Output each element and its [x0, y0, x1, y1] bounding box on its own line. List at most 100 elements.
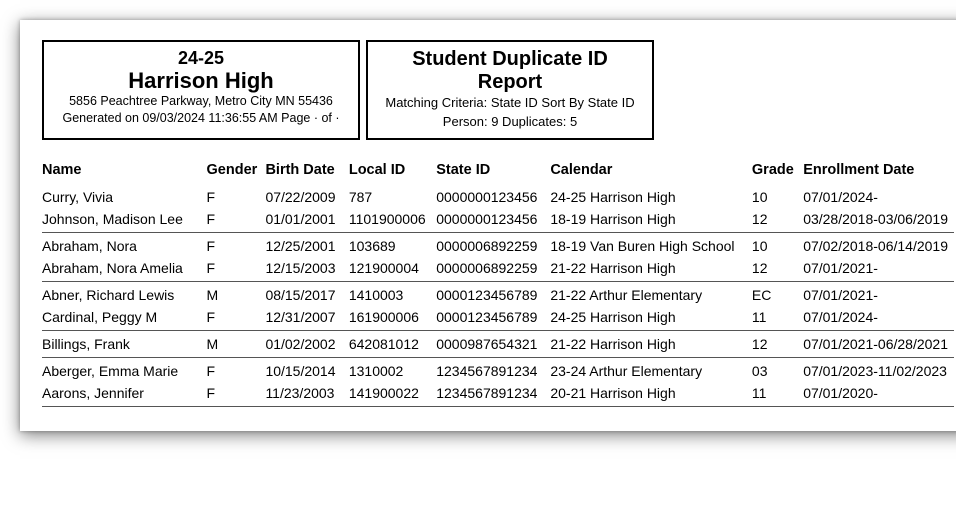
cell-gender: F	[207, 232, 266, 257]
cell-calendar: 21-22 Arthur Elementary	[550, 281, 752, 306]
cell-enroll: 07/01/2024-	[803, 306, 954, 331]
cell-birth: 01/01/2001	[265, 208, 348, 233]
table-row: Abraham, NoraF12/25/20011036890000006892…	[42, 232, 954, 257]
table-row: Abner, Richard LewisM08/15/2017141000300…	[42, 281, 954, 306]
header-report-box: Student Duplicate ID Report Matching Cri…	[366, 40, 654, 140]
cell-calendar: 24-25 Harrison High	[550, 184, 752, 208]
cell-enroll: 07/01/2020-	[803, 382, 954, 407]
col-calendar: Calendar	[550, 158, 752, 184]
cell-calendar: 20-21 Harrison High	[550, 382, 752, 407]
cell-name: Billings, Frank	[42, 330, 207, 357]
cell-local: 161900006	[349, 306, 436, 331]
table-row: Aarons, JenniferF11/23/20031419000221234…	[42, 382, 954, 407]
cell-grade: 12	[752, 330, 803, 357]
report-counts: Person: 9 Duplicates: 5	[378, 113, 642, 132]
cell-birth: 12/15/2003	[265, 257, 348, 282]
cell-local: 787	[349, 184, 436, 208]
cell-enroll: 03/28/2018-03/06/2019	[803, 208, 954, 233]
table-row: Cardinal, Peggy MF12/31/2007161900006000…	[42, 306, 954, 331]
cell-enroll: 07/01/2023-11/02/2023	[803, 357, 954, 382]
cell-grade: 11	[752, 382, 803, 407]
school-name: Harrison High	[54, 69, 348, 93]
cell-birth: 08/15/2017	[265, 281, 348, 306]
cell-birth: 12/25/2001	[265, 232, 348, 257]
cell-enroll: 07/02/2018-06/14/2019	[803, 232, 954, 257]
cell-grade: 12	[752, 257, 803, 282]
report-criteria: Matching Criteria: State ID Sort By Stat…	[378, 94, 642, 113]
cell-local: 1410003	[349, 281, 436, 306]
cell-name: Abraham, Nora Amelia	[42, 257, 207, 282]
school-address: 5856 Peachtree Parkway, Metro City MN 55…	[54, 93, 348, 110]
cell-local: 103689	[349, 232, 436, 257]
duplicate-id-table: Name Gender Birth Date Local ID State ID…	[42, 158, 954, 407]
cell-name: Johnson, Madison Lee	[42, 208, 207, 233]
col-gender: Gender	[207, 158, 266, 184]
cell-calendar: 18-19 Harrison High	[550, 208, 752, 233]
cell-enroll: 07/01/2024-	[803, 184, 954, 208]
cell-enroll: 07/01/2021-	[803, 257, 954, 282]
cell-local: 642081012	[349, 330, 436, 357]
cell-state: 0000123456789	[436, 281, 550, 306]
cell-gender: F	[207, 184, 266, 208]
report-page: 24-25 Harrison High 5856 Peachtree Parkw…	[20, 20, 956, 431]
cell-grade: 11	[752, 306, 803, 331]
cell-state: 0000123456789	[436, 306, 550, 331]
col-grade: Grade	[752, 158, 803, 184]
table-row: Johnson, Madison LeeF01/01/2001110190000…	[42, 208, 954, 233]
table-row: Curry, ViviaF07/22/200978700000001234562…	[42, 184, 954, 208]
cell-local: 1101900006	[349, 208, 436, 233]
report-header: 24-25 Harrison High 5856 Peachtree Parkw…	[42, 40, 954, 140]
cell-gender: F	[207, 306, 266, 331]
cell-state: 1234567891234	[436, 357, 550, 382]
cell-state: 0000006892259	[436, 257, 550, 282]
cell-grade: 03	[752, 357, 803, 382]
cell-local: 121900004	[349, 257, 436, 282]
cell-enroll: 07/01/2021-06/28/2021	[803, 330, 954, 357]
cell-calendar: 21-22 Harrison High	[550, 257, 752, 282]
cell-state: 0000006892259	[436, 232, 550, 257]
col-birth: Birth Date	[265, 158, 348, 184]
cell-name: Curry, Vivia	[42, 184, 207, 208]
cell-birth: 11/23/2003	[265, 382, 348, 407]
cell-calendar: 23-24 Arthur Elementary	[550, 357, 752, 382]
table-row: Billings, FrankM01/02/200264208101200009…	[42, 330, 954, 357]
cell-grade: EC	[752, 281, 803, 306]
cell-state: 0000987654321	[436, 330, 550, 357]
cell-gender: F	[207, 382, 266, 407]
cell-gender: F	[207, 208, 266, 233]
cell-name: Abner, Richard Lewis	[42, 281, 207, 306]
cell-grade: 10	[752, 184, 803, 208]
cell-grade: 12	[752, 208, 803, 233]
cell-birth: 01/02/2002	[265, 330, 348, 357]
cell-gender: F	[207, 357, 266, 382]
cell-birth: 12/31/2007	[265, 306, 348, 331]
cell-calendar: 21-22 Harrison High	[550, 330, 752, 357]
cell-calendar: 24-25 Harrison High	[550, 306, 752, 331]
table-body: Curry, ViviaF07/22/200978700000001234562…	[42, 184, 954, 407]
cell-grade: 10	[752, 232, 803, 257]
cell-state: 0000000123456	[436, 208, 550, 233]
cell-birth: 10/15/2014	[265, 357, 348, 382]
cell-name: Cardinal, Peggy M	[42, 306, 207, 331]
col-local: Local ID	[349, 158, 436, 184]
col-enroll: Enrollment Date	[803, 158, 954, 184]
school-year: 24-25	[54, 48, 348, 69]
col-name: Name	[42, 158, 207, 184]
cell-local: 1310002	[349, 357, 436, 382]
header-school-box: 24-25 Harrison High 5856 Peachtree Parkw…	[42, 40, 360, 140]
table-row: Abraham, Nora AmeliaF12/15/2003121900004…	[42, 257, 954, 282]
report-title: Student Duplicate ID Report	[378, 48, 642, 94]
cell-gender: M	[207, 330, 266, 357]
cell-calendar: 18-19 Van Buren High School	[550, 232, 752, 257]
table-header-row: Name Gender Birth Date Local ID State ID…	[42, 158, 954, 184]
table-row: Aberger, Emma MarieF10/15/20141310002123…	[42, 357, 954, 382]
cell-gender: F	[207, 257, 266, 282]
cell-birth: 07/22/2009	[265, 184, 348, 208]
cell-local: 141900022	[349, 382, 436, 407]
cell-name: Aberger, Emma Marie	[42, 357, 207, 382]
cell-state: 0000000123456	[436, 184, 550, 208]
col-state: State ID	[436, 158, 550, 184]
cell-name: Aarons, Jennifer	[42, 382, 207, 407]
cell-gender: M	[207, 281, 266, 306]
cell-name: Abraham, Nora	[42, 232, 207, 257]
